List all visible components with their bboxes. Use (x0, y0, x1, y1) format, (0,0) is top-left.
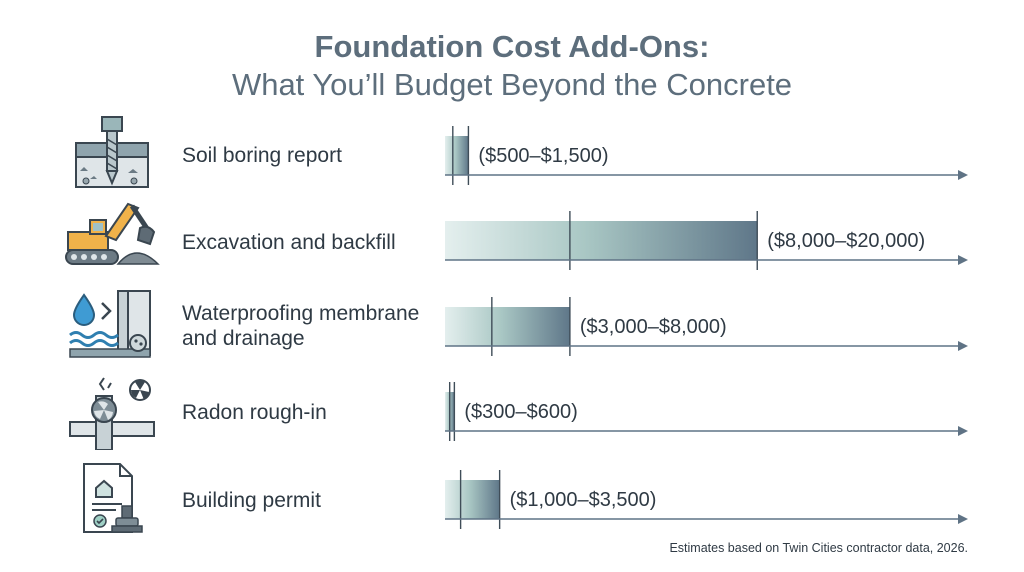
row-waterproofing: Waterproofing membrane and drainage (0, 287, 1024, 367)
range-bar (445, 136, 469, 175)
title-line-2: What You’ll Budget Beyond the Concrete (231, 67, 793, 102)
range-data-label: ($1,000–$3,500) (510, 489, 657, 511)
row-excavation: Excavation and backfill (0, 200, 1024, 280)
range-data-label: ($8,000–$20,000) (767, 230, 925, 252)
axis-arrow (958, 514, 968, 524)
row-label: Radon rough-in (182, 401, 327, 424)
range-data-label: ($300–$600) (464, 401, 577, 423)
permit-document-stamp-icon (62, 458, 162, 538)
row-label: Building permit (182, 489, 321, 512)
range-data-label: ($3,000–$8,000) (580, 316, 727, 338)
row-label: Waterproofing membrane and drainage (182, 301, 442, 351)
axis-arrow (958, 170, 968, 180)
range-bar (445, 307, 570, 346)
range-data-label: ($500–$1,500) (478, 145, 608, 167)
soil-boring-drill-icon (62, 115, 162, 195)
row-label: Soil boring report (182, 144, 342, 167)
excavator-icon (62, 200, 162, 280)
axis-arrow (958, 426, 968, 436)
axis-arrow (958, 255, 968, 265)
axis-arrow (958, 341, 968, 351)
chart-title: Foundation Cost Add-Ons: What You’ll Bud… (0, 28, 1024, 104)
title-line-1: Foundation Cost Add-Ons: (314, 29, 710, 64)
footnote: Estimates based on Twin Cities contracto… (669, 541, 968, 555)
waterproofing-drainage-icon (62, 287, 162, 367)
radon-fan-icon (62, 370, 162, 451)
range-bar (445, 221, 758, 260)
row-label-line-1: Waterproofing membrane and drainage (182, 302, 420, 350)
row-radon: Radon rough-in (0, 370, 1024, 451)
row-building-permit: Building permit (0, 458, 1024, 538)
range-bar (445, 480, 500, 519)
row-label: Excavation and backfill (182, 231, 396, 254)
row-soil-boring: Soil boring report (0, 115, 1024, 195)
